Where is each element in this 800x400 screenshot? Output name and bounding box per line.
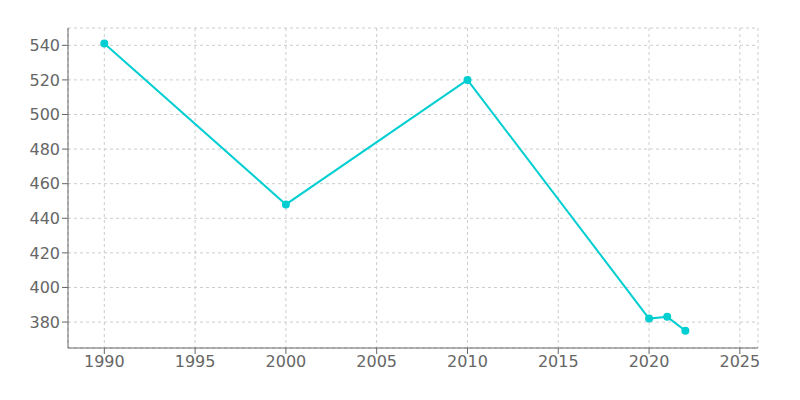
svg-text:2010: 2010 bbox=[447, 352, 488, 371]
svg-text:2000: 2000 bbox=[266, 352, 307, 371]
svg-text:1995: 1995 bbox=[175, 352, 216, 371]
svg-text:2015: 2015 bbox=[538, 352, 579, 371]
svg-text:2005: 2005 bbox=[356, 352, 397, 371]
svg-text:520: 520 bbox=[29, 71, 60, 90]
svg-text:2020: 2020 bbox=[629, 352, 670, 371]
svg-text:380: 380 bbox=[29, 313, 60, 332]
svg-text:420: 420 bbox=[29, 244, 60, 263]
svg-text:400: 400 bbox=[29, 278, 60, 297]
svg-text:540: 540 bbox=[29, 36, 60, 55]
svg-text:2025: 2025 bbox=[719, 352, 760, 371]
svg-text:480: 480 bbox=[29, 140, 60, 159]
svg-text:460: 460 bbox=[29, 174, 60, 193]
svg-text:1990: 1990 bbox=[84, 352, 125, 371]
svg-text:440: 440 bbox=[29, 209, 60, 228]
svg-text:500: 500 bbox=[29, 105, 60, 124]
